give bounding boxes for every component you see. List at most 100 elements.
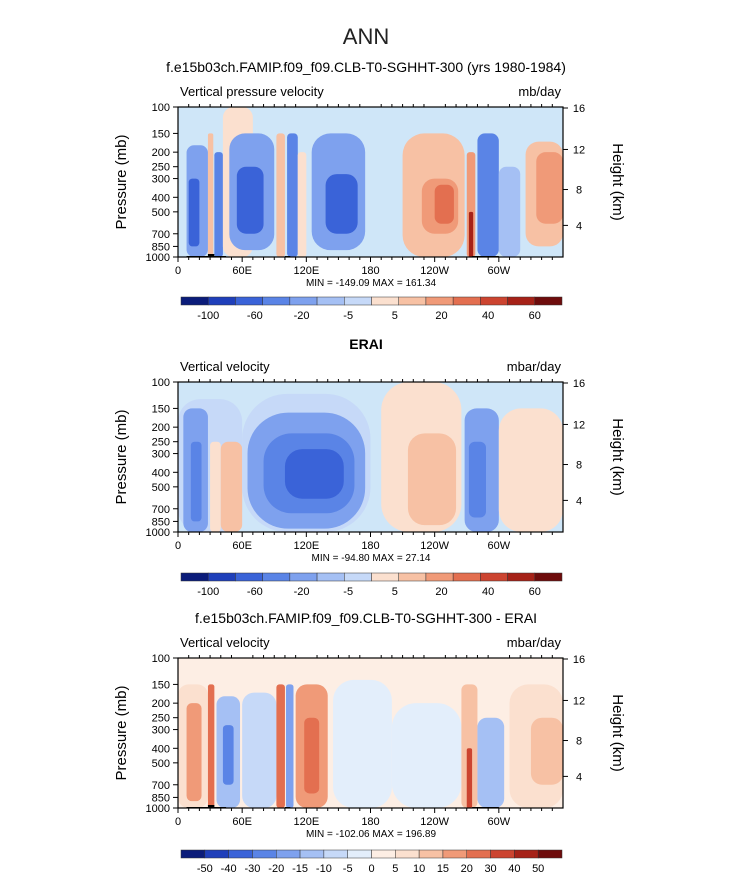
colorbar-label: -40: [221, 863, 237, 872]
y-axis-right-title: Height (km): [609, 694, 626, 772]
y-tick-label: 850: [152, 241, 170, 253]
colorbar-label: -50: [197, 863, 213, 872]
colorbar-label: -100: [197, 586, 219, 598]
y-tick-label: 700: [152, 780, 170, 792]
contour-region: [407, 433, 457, 526]
panel-title: f.e15b03ch.FAMIP.f09_f09.CLB-T0-SGHHT-30…: [195, 610, 537, 626]
y-tick-label: 100: [152, 377, 170, 389]
contour-region: [214, 152, 223, 257]
y-tick-label: 300: [152, 174, 170, 186]
y-axis-right-title: Height (km): [609, 143, 626, 221]
colorbar-label: 20: [435, 586, 447, 598]
height-tick-label: 8: [576, 185, 582, 197]
colorbar-swatch: [537, 849, 563, 859]
topography: [207, 254, 215, 257]
colorbar-label: 50: [532, 863, 544, 872]
plot-area: [178, 658, 563, 808]
colorbar-label: 0: [368, 863, 374, 872]
y-tick-label: 400: [152, 743, 170, 755]
contour-region: [434, 184, 454, 224]
colorbar-swatch: [344, 296, 372, 306]
contour-region: [220, 441, 243, 532]
colorbar-label: -5: [343, 863, 353, 872]
x-tick-label: 120W: [420, 816, 449, 828]
colorbar-swatch: [344, 572, 372, 582]
colorbar-swatch: [180, 849, 206, 859]
x-tick-label: 0: [175, 265, 181, 277]
x-tick-label: 180: [361, 816, 379, 828]
colorbar-swatch: [490, 849, 515, 859]
colorbar-swatch: [316, 296, 345, 306]
colorbar-swatch: [398, 296, 427, 306]
panel-stats: MIN = -94.80 MAX = 27.14: [312, 553, 431, 564]
height-tick-label: 16: [573, 654, 585, 666]
y-tick-label: 500: [152, 482, 170, 494]
colorbar-swatch: [507, 572, 536, 582]
x-tick-label: 180: [361, 540, 379, 552]
y-tick-label: 400: [152, 467, 170, 479]
colorbar-label: 20: [461, 863, 473, 872]
colorbar-swatch: [323, 849, 348, 859]
panels: f.e15b03ch.FAMIP.f09_f09.CLB-T0-SGHHT-30…: [113, 59, 626, 872]
colorbar-label: -60: [247, 310, 263, 322]
colorbar-label: -100: [197, 310, 219, 322]
colorbar-label: -30: [244, 863, 260, 872]
colorbar-label: 40: [482, 586, 494, 598]
colorbar: -100 -60 -20 -5 5 20 40 60: [180, 572, 563, 598]
y-tick-label: 500: [152, 758, 170, 770]
x-tick-label: 0: [175, 816, 181, 828]
colorbar-swatch: [347, 849, 372, 859]
plot-area: [178, 107, 563, 257]
colorbar-swatch: [534, 572, 563, 582]
colorbar: -50 -40 -30 -20 -15 -10 -5 0 5 10 15 20 30 40 50: [180, 849, 563, 872]
x-tick-label: 120E: [293, 540, 319, 552]
colorbar-swatch: [534, 296, 563, 306]
x-tick-label: 60E: [232, 816, 252, 828]
x-tick-label: 60E: [232, 265, 252, 277]
colorbar-swatch: [235, 296, 263, 306]
contour-region: [286, 684, 294, 808]
plot-area: [178, 382, 563, 532]
contour-region: [276, 684, 285, 808]
height-tick-label: 8: [576, 460, 582, 472]
y-tick-label: 300: [152, 725, 170, 737]
y-tick-label: 100: [152, 653, 170, 665]
contour-region: [477, 717, 505, 808]
colorbar-swatch: [289, 296, 318, 306]
colorbar-label: 60: [529, 586, 541, 598]
panel-units-label: mb/day: [518, 84, 561, 99]
contour-region: [186, 703, 202, 802]
colorbar-label: -20: [294, 310, 310, 322]
colorbar-label: 60: [529, 310, 541, 322]
y-tick-label: 150: [152, 128, 170, 140]
colorbar-label: -20: [294, 586, 310, 598]
panel-title: f.e15b03ch.FAMIP.f09_f09.CLB-T0-SGHHT-30…: [166, 59, 566, 75]
colorbar-label: -20: [268, 863, 284, 872]
contour-region: [190, 441, 202, 522]
x-tick-label: 60W: [488, 265, 511, 277]
x-tick-label: 60W: [488, 816, 511, 828]
colorbar-label: 40: [482, 310, 494, 322]
y-tick-label: 200: [152, 147, 170, 159]
y-axis-title: Pressure (mb): [113, 409, 130, 504]
y-tick-label: 300: [152, 449, 170, 461]
y-tick-label: 700: [152, 229, 170, 241]
x-tick-label: 0: [175, 540, 181, 552]
y-tick-label: 1000: [146, 252, 170, 264]
height-tick-label: 12: [573, 144, 585, 156]
panel-1: f.e15b03ch.FAMIP.f09_f09.CLB-T0-SGHHT-30…: [113, 59, 626, 322]
contour-region: [242, 692, 277, 808]
x-tick-label: 180: [361, 265, 379, 277]
colorbar-swatch: [507, 296, 536, 306]
colorbar-swatch: [235, 572, 263, 582]
colorbar-label: 20: [435, 310, 447, 322]
y-axis-title: Pressure (mb): [113, 685, 130, 780]
colorbar-label: 5: [392, 310, 398, 322]
x-tick-label: 60W: [488, 540, 511, 552]
contour-region: [207, 684, 215, 808]
colorbar-swatch: [207, 572, 236, 582]
contour-region: [297, 152, 307, 257]
colorbar-swatch: [289, 572, 318, 582]
colorbar-label: 5: [392, 863, 398, 872]
